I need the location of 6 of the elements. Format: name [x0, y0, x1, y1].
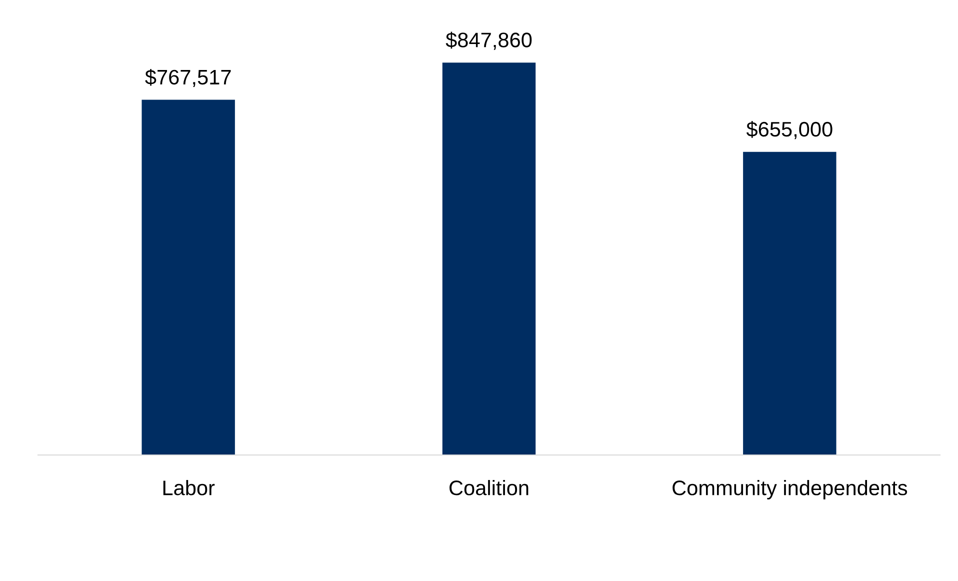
data-label: $655,000: [746, 121, 832, 140]
x-tick-label: Coalition: [450, 480, 528, 496]
data-label: $847,860: [446, 32, 532, 50]
x-tick-label: Community independents: [672, 480, 908, 500]
x-tick-label: Labor: [163, 480, 215, 496]
data-label: $767,517: [145, 68, 231, 88]
